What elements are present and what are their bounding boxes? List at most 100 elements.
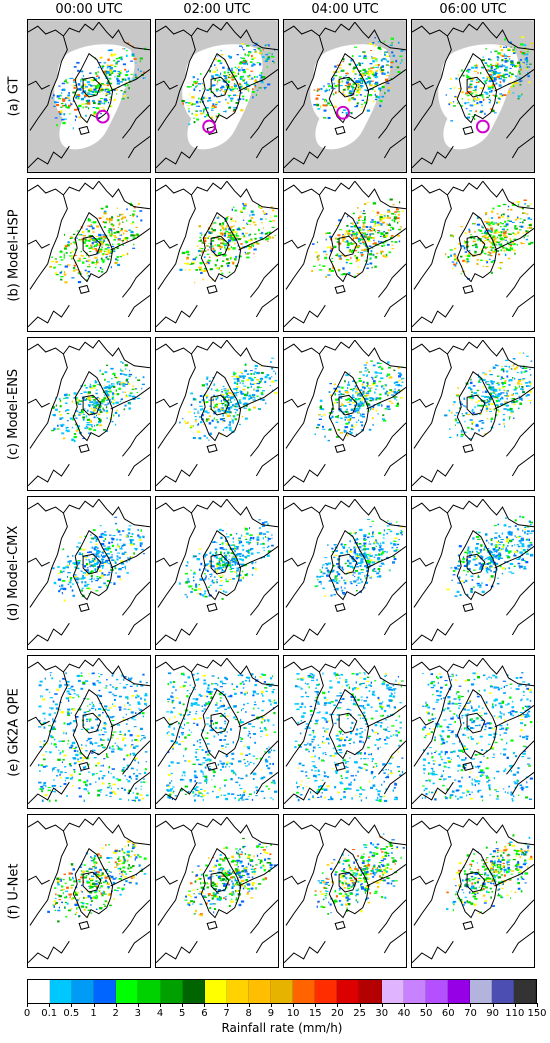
rain-pixel xyxy=(340,551,344,555)
rain-pixel xyxy=(256,378,260,381)
rain-pixel xyxy=(253,376,256,379)
rain-pixel xyxy=(110,105,113,108)
rain-pixel xyxy=(393,390,397,394)
rain-pixel xyxy=(350,242,354,245)
rain-pixel xyxy=(60,584,64,587)
coastline xyxy=(206,443,218,453)
rain-pixel xyxy=(80,254,83,257)
rain-pixel xyxy=(477,229,480,231)
rain-pixel xyxy=(204,595,208,598)
rain-pixel xyxy=(352,230,355,233)
rain-pixel xyxy=(360,210,362,213)
rain-pixel xyxy=(204,556,206,558)
rain-pixel xyxy=(239,77,242,79)
rain-pixel xyxy=(248,549,251,552)
rain-pixel xyxy=(130,540,133,543)
rain-pixel xyxy=(345,422,349,425)
rain-pixel xyxy=(181,99,185,103)
rain-pixel xyxy=(500,267,502,270)
rain-pixel xyxy=(359,565,362,567)
rain-pixel xyxy=(66,555,69,558)
rain-pixel xyxy=(75,561,79,564)
rain-pixel xyxy=(88,247,92,250)
rain-pixel xyxy=(87,239,90,242)
rain-pixel xyxy=(454,248,456,251)
rain-pixel xyxy=(240,237,242,239)
rain-pixel xyxy=(92,248,95,250)
rain-pixel xyxy=(245,550,249,552)
rain-pixel xyxy=(249,223,251,226)
rain-pixel xyxy=(237,66,240,69)
rain-pixel xyxy=(63,397,66,400)
rain-pixel xyxy=(210,230,214,233)
rain-pixel xyxy=(207,99,209,103)
rain-pixel xyxy=(397,213,400,216)
rain-pixel xyxy=(498,423,501,425)
rain-pixel xyxy=(101,89,104,91)
rain-pixel xyxy=(491,243,496,246)
rain-pixel xyxy=(501,377,505,380)
rain-pixel xyxy=(74,238,76,241)
rain-pixel xyxy=(525,385,529,387)
rain-pixel xyxy=(244,364,247,366)
rain-pixel xyxy=(86,587,90,589)
rain-pixel xyxy=(259,52,262,55)
rain-pixel xyxy=(468,252,471,255)
rain-pixel xyxy=(360,402,364,405)
rain-pixel xyxy=(240,92,243,94)
rain-pixel xyxy=(221,233,224,236)
rain-pixel xyxy=(501,381,505,384)
rain-pixel xyxy=(334,393,336,396)
rain-pixel xyxy=(493,222,495,225)
rain-pixel xyxy=(117,575,121,578)
rain-pixel xyxy=(235,232,238,234)
rain-pixel xyxy=(89,419,92,423)
rain-pixel xyxy=(346,240,349,243)
rain-pixel xyxy=(199,594,203,596)
rain-pixel xyxy=(480,237,482,241)
rain-pixel xyxy=(505,69,508,72)
rain-pixel xyxy=(504,253,507,257)
rain-pixel xyxy=(510,244,513,247)
rain-pixel xyxy=(487,400,491,403)
column-title-0000: 00:00 UTC xyxy=(55,2,123,17)
rain-pixel xyxy=(234,209,237,212)
rain-pixel xyxy=(365,557,368,559)
rain-pixel xyxy=(494,391,496,394)
rain-pixel xyxy=(52,94,55,97)
rain-pixel xyxy=(241,43,244,45)
rain-pixel xyxy=(125,560,128,563)
rain-pixel xyxy=(131,539,135,541)
rain-pixel xyxy=(397,41,400,44)
rain-pixel xyxy=(115,389,118,392)
rain-pixel xyxy=(247,54,249,57)
rain-pixel xyxy=(236,377,240,380)
rain-pixel xyxy=(124,565,126,568)
rain-pixel xyxy=(449,88,452,90)
rain-pixel xyxy=(105,559,110,561)
coastline xyxy=(511,453,534,477)
rain-pixel xyxy=(116,79,120,82)
rain-pixel xyxy=(129,538,133,542)
rain-pixel xyxy=(103,397,107,400)
rain-pixel xyxy=(232,239,234,242)
coastline xyxy=(284,180,356,196)
rain-pixel xyxy=(215,569,219,571)
rain-pixel xyxy=(509,240,513,243)
rain-pixel xyxy=(464,102,467,105)
rain-pixel xyxy=(252,399,256,401)
rain-pixel xyxy=(398,539,400,541)
rain-pixel xyxy=(269,385,271,387)
rain-pixel xyxy=(266,57,270,60)
rain-pixel xyxy=(244,240,248,242)
rain-pixel xyxy=(209,573,212,575)
rain-pixel xyxy=(228,424,231,426)
rain-pixel xyxy=(116,529,119,531)
rain-pixel xyxy=(478,380,481,383)
rain-pixel xyxy=(234,87,237,89)
rain-pixel xyxy=(94,537,98,539)
rain-pixel xyxy=(238,537,242,540)
coastline xyxy=(156,622,198,646)
rain-pixel xyxy=(354,397,358,400)
coastline xyxy=(156,180,228,196)
